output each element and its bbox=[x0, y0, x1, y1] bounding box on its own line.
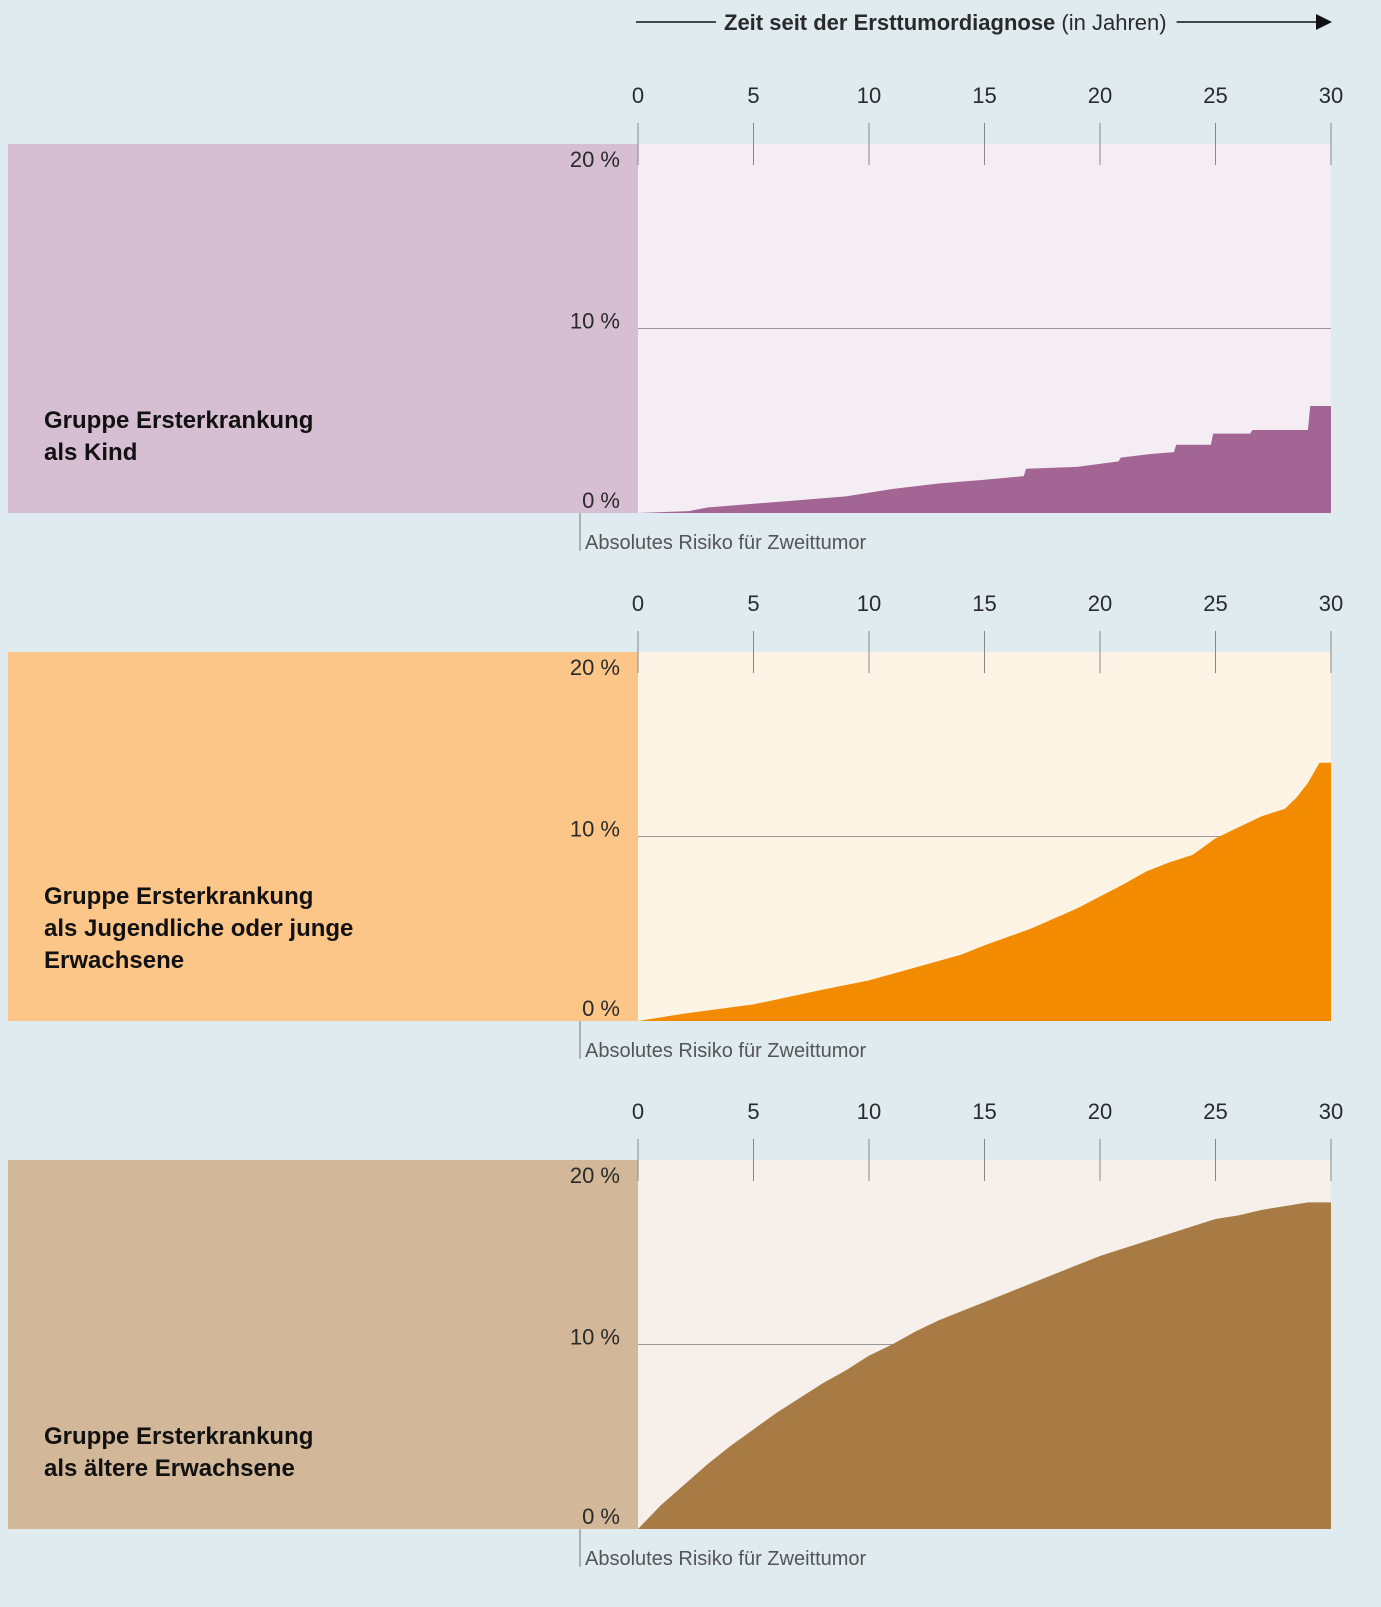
x-tick-label: 15 bbox=[972, 83, 996, 108]
x-tick-label: 20 bbox=[1088, 1099, 1112, 1124]
risk-area bbox=[638, 405, 1331, 513]
header-title: Zeit seit der Ersttumordiagnose bbox=[724, 10, 1055, 35]
risk-area bbox=[638, 1202, 1331, 1529]
y-axis-label: Absolutes Risiko für Zweittumor bbox=[585, 1548, 867, 1570]
x-tick-label: 0 bbox=[632, 83, 644, 108]
x-tick-label: 30 bbox=[1319, 1099, 1343, 1124]
x-tick-label: 15 bbox=[972, 1099, 996, 1124]
group-title: Gruppe Ersterkrankung bbox=[44, 407, 313, 434]
y-tick-label: 0 % bbox=[582, 996, 620, 1021]
group-title: Gruppe Ersterkrankung bbox=[44, 1423, 313, 1450]
x-tick-label: 20 bbox=[1088, 591, 1112, 616]
header-unit: (in Jahren) bbox=[1061, 10, 1166, 35]
x-tick-label: 10 bbox=[857, 83, 881, 108]
x-tick-label: 10 bbox=[857, 591, 881, 616]
group-panel bbox=[8, 1160, 638, 1529]
x-tick-label: 20 bbox=[1088, 83, 1112, 108]
y-tick-label: 20 % bbox=[570, 147, 620, 172]
group-title: Erwachsene bbox=[44, 947, 184, 974]
x-tick-label: 5 bbox=[747, 1099, 759, 1124]
group-title: Gruppe Ersterkrankung bbox=[44, 883, 313, 910]
x-tick-label: 5 bbox=[747, 83, 759, 108]
y-axis-label: Absolutes Risiko für Zweittumor bbox=[585, 532, 867, 554]
y-tick-label: 20 % bbox=[570, 655, 620, 680]
x-tick-label: 10 bbox=[857, 1099, 881, 1124]
y-axis-label: Absolutes Risiko für Zweittumor bbox=[585, 1040, 867, 1062]
y-tick-label: 0 % bbox=[582, 1504, 620, 1529]
group-panel bbox=[8, 144, 638, 513]
group-title: als Kind bbox=[44, 439, 137, 466]
y-tick-label: 0 % bbox=[582, 488, 620, 513]
header-arrow-head bbox=[1316, 14, 1332, 30]
x-tick-label: 30 bbox=[1319, 591, 1343, 616]
x-tick-label: 15 bbox=[972, 591, 996, 616]
x-tick-label: 0 bbox=[632, 1099, 644, 1124]
x-tick-label: 25 bbox=[1203, 83, 1227, 108]
axis-header: Zeit seit der Ersttumordiagnose (in Jahr… bbox=[724, 10, 1167, 35]
x-tick-label: 0 bbox=[632, 591, 644, 616]
risk-area bbox=[638, 762, 1331, 1021]
x-tick-label: 25 bbox=[1203, 591, 1227, 616]
group-panel bbox=[8, 652, 638, 1021]
x-tick-label: 25 bbox=[1203, 1099, 1227, 1124]
x-tick-label: 30 bbox=[1319, 83, 1343, 108]
y-tick-label: 10 % bbox=[570, 817, 620, 842]
x-tick-label: 5 bbox=[747, 591, 759, 616]
y-tick-label: 10 % bbox=[570, 1325, 620, 1350]
group-title: als Jugendliche oder junge bbox=[44, 915, 353, 942]
y-tick-label: 20 % bbox=[570, 1163, 620, 1188]
y-tick-label: 10 % bbox=[570, 309, 620, 334]
group-title: als ältere Erwachsene bbox=[44, 1455, 295, 1482]
